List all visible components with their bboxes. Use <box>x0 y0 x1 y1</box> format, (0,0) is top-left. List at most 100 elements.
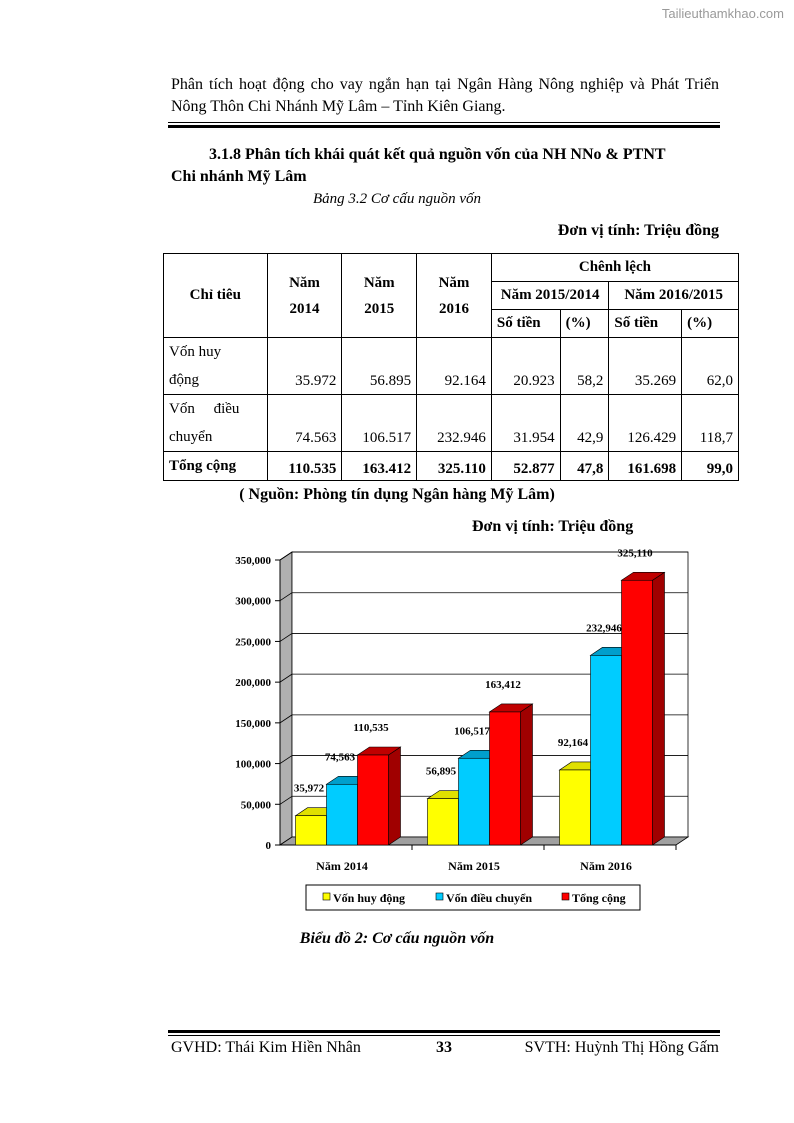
y-tick-label: 200,000 <box>235 677 271 689</box>
data-label: 74,563 <box>325 751 356 763</box>
bar <box>458 757 490 846</box>
table-caption: Bảng 3.2 Cơ cấu nguồn vốn <box>313 191 481 207</box>
cell: 92.164 <box>416 337 492 395</box>
bar <box>489 711 521 846</box>
watermark: Tailieuthamkhao.com <box>661 6 784 21</box>
cell: 20.923 <box>490 337 561 395</box>
table-row-total: Tổng cộng 110.535 163.412 325.110 52.877… <box>163 451 739 481</box>
chart-legend: Vốn huy động Vốn điều chuyển Tổng cộng <box>305 884 641 911</box>
bar-side <box>652 571 665 846</box>
gridline-side <box>279 673 293 683</box>
data-label: 110,535 <box>353 722 389 734</box>
header-sotien-1: Số tiền <box>490 309 561 338</box>
page-header: Phân tích hoạt động cho vay ngắn hạn tại… <box>171 76 719 115</box>
legend-box <box>305 884 641 911</box>
legend-swatch <box>435 892 444 901</box>
footer-student: SVTH: Huỳnh Thị Hồng Gấm <box>524 1039 719 1056</box>
header-pct-2: (%) <box>681 309 739 338</box>
bar <box>559 769 591 846</box>
cell: 126.429 <box>608 394 683 452</box>
table-row: Vốn điều chuyển 74.563 106.517 232.946 31… <box>163 394 739 452</box>
gridline-side <box>279 795 293 805</box>
gridline-side <box>279 592 293 602</box>
header-2014: Năm 2014 <box>266 253 343 338</box>
cell: 74.563 <box>266 394 343 452</box>
bar <box>427 798 459 846</box>
data-label: 56,895 <box>426 766 457 778</box>
cell: 58,2 <box>559 337 610 395</box>
header-period-2015-2014: Năm 2015/2014 <box>490 281 610 310</box>
x-tick-label: Năm 2015 <box>448 859 500 873</box>
data-label: 35,972 <box>294 783 325 795</box>
data-label: 325,110 <box>617 547 653 559</box>
header-chitieu: Chỉ tiêu <box>163 253 268 338</box>
cell: 99,0 <box>681 451 739 481</box>
table-header-row: Chỉ tiêu Năm 2014 Năm 2015 Năm 2016 Chênh l… <box>163 253 740 338</box>
table-unit: Đơn vị tính: Triệu đồng <box>557 222 719 239</box>
header-sotien-2: Số tiền <box>608 309 683 338</box>
y-tick-label: 100,000 <box>235 759 271 771</box>
bar <box>621 579 653 846</box>
y-tick-label: 300,000 <box>235 596 271 608</box>
y-tick-label: 350,000 <box>235 555 271 567</box>
legend-label: Vốn điều chuyển <box>446 891 532 905</box>
cell: 56.895 <box>341 337 418 395</box>
header-chenhlech: Chênh lệch <box>490 253 740 282</box>
cell: 232.946 <box>416 394 492 452</box>
gridline-side <box>279 714 293 724</box>
cell: 110.535 <box>266 451 343 481</box>
header-rule-thick <box>168 125 720 128</box>
section-heading-line2: Chi nhánh Mỹ Lâm <box>171 168 307 185</box>
header-pct-1: (%) <box>559 309 610 338</box>
row-label: Vốn huy động <box>163 337 268 395</box>
cell: 62,0 <box>681 337 739 395</box>
y-tick-label: 250,000 <box>235 636 271 648</box>
bar-side <box>388 746 401 846</box>
cell: 31.954 <box>490 394 561 452</box>
data-label: 106,517 <box>454 725 490 737</box>
table-subheader-row: Số tiền (%) Số tiền (%) <box>164 309 739 338</box>
legend-label: Vốn huy động <box>333 891 405 905</box>
header-rule-thin <box>168 122 720 123</box>
chart-caption: Biểu đồ 2: Cơ cấu nguồn vốn <box>299 930 495 947</box>
cell: 42,9 <box>559 394 610 452</box>
legend-label: Tổng cộng <box>572 891 626 905</box>
cell: 161.698 <box>608 451 683 481</box>
cell: 118,7 <box>681 394 739 452</box>
capital-structure-bar-chart: 0 50,000 100,000 150,000 200,000 250,000 300,0… <box>235 547 690 911</box>
table-row: Vốn huy động 35.972 56.895 92.164 20.923 … <box>163 337 739 395</box>
section-heading: 3.1.8 Phân tích khái quát kết quả nguồn … <box>171 144 719 188</box>
header-2016: Năm 2016 <box>416 253 492 338</box>
y-tick-label: 50,000 <box>241 799 272 811</box>
footer-advisor: GVHD: Thái Kim Hiền Nhân <box>171 1039 361 1056</box>
footer-rule-thick <box>168 1030 720 1033</box>
header-2015: Năm 2015 <box>341 253 418 338</box>
cell: 163.412 <box>341 451 418 481</box>
capital-structure-table: Chỉ tiêu Năm 2014 Năm 2015 Năm 2016 Chênh l… <box>163 253 740 481</box>
data-label: 163,412 <box>485 679 521 691</box>
cell: 35.269 <box>608 337 683 395</box>
footer-rule-thin <box>168 1035 720 1036</box>
cell: 325.110 <box>416 451 492 481</box>
cell: 52.877 <box>490 451 561 481</box>
cell: 47,8 <box>559 451 610 481</box>
legend-swatch <box>561 892 570 901</box>
x-tick-label: Năm 2014 <box>316 859 368 873</box>
page-number: 33 <box>436 1039 452 1056</box>
row-label: Tổng cộng <box>163 451 268 481</box>
bar <box>357 754 389 846</box>
gridline-side <box>279 551 293 561</box>
chart-unit: Đơn vị tính: Triệu đồng <box>472 518 634 535</box>
table-source: ( Nguồn: Phòng tín dụng Ngân hàng Mỹ Lâm… <box>239 486 555 503</box>
legend-swatch <box>322 892 331 901</box>
gridline-side <box>279 755 293 764</box>
bar-side <box>520 703 533 846</box>
cell: 35.972 <box>266 337 343 395</box>
gridline-side <box>279 633 293 642</box>
bar <box>295 815 327 846</box>
header-period-2016-2015: Năm 2016/2015 <box>608 281 739 310</box>
y-tick-label: 0 <box>266 840 272 852</box>
data-label: 92,164 <box>558 737 589 749</box>
cell: 106.517 <box>341 394 418 452</box>
bar <box>326 783 358 846</box>
